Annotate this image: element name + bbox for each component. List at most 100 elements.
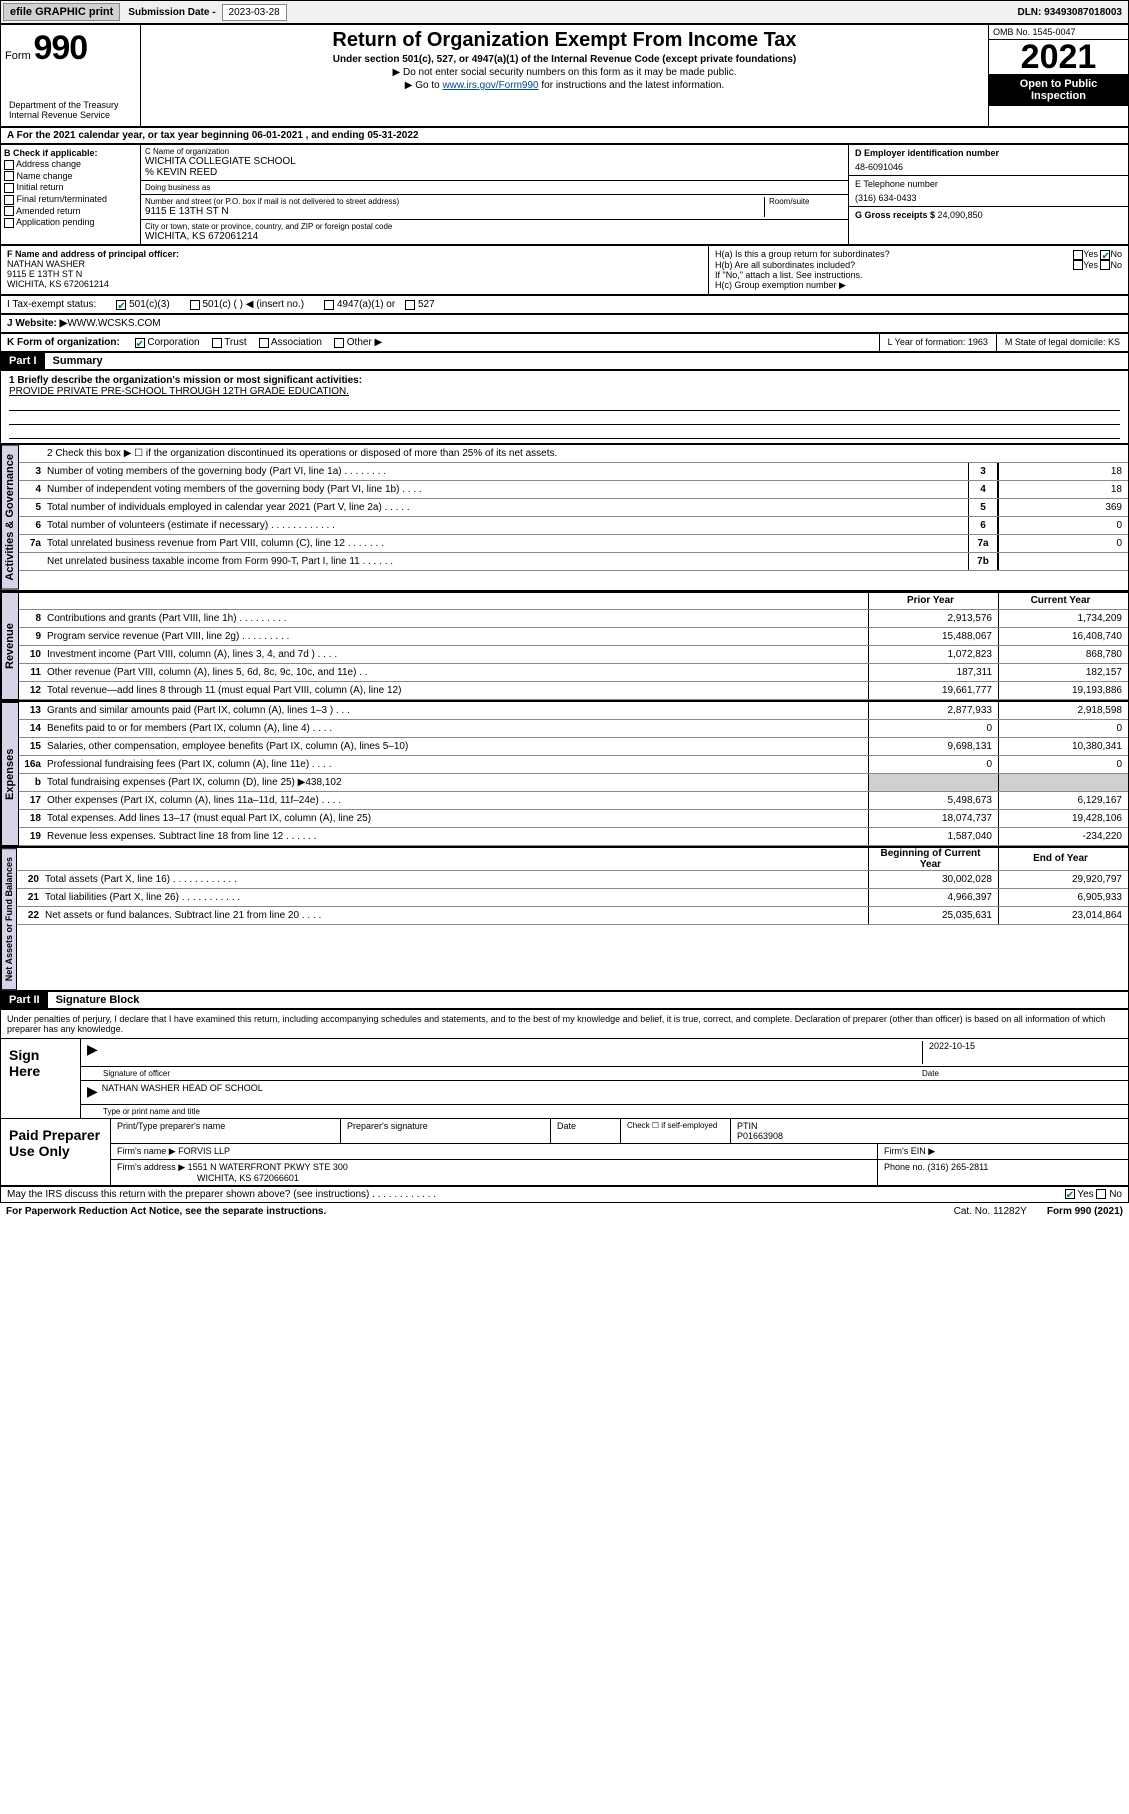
prior-value bbox=[868, 774, 998, 791]
officer-name-title: NATHAN WASHER HEAD OF SCHOOL bbox=[102, 1083, 1122, 1102]
preparer-name-hdr: Print/Type preparer's name bbox=[111, 1119, 341, 1143]
prior-value: 25,035,631 bbox=[868, 907, 998, 924]
street-label: Number and street (or P.O. box if mail i… bbox=[145, 197, 764, 206]
current-value: 29,920,797 bbox=[998, 871, 1128, 888]
discuss-yes-checkbox[interactable] bbox=[1065, 1189, 1075, 1199]
rowk-checkbox[interactable] bbox=[212, 338, 222, 348]
website-label: J Website: ▶ bbox=[7, 318, 67, 329]
row-k: K Form of organization: Corporation Trus… bbox=[0, 333, 1129, 352]
current-value: 6,905,933 bbox=[998, 889, 1128, 906]
firm-addr2: WICHITA, KS 672066601 bbox=[197, 1173, 871, 1183]
section-revenue: Revenue bbox=[1, 592, 19, 700]
current-value: 16,408,740 bbox=[998, 628, 1128, 645]
row-i: I Tax-exempt status: 501(c)(3) 501(c) ( … bbox=[0, 295, 1129, 314]
top-bar: efile GRAPHIC print Submission Date - 20… bbox=[0, 0, 1129, 24]
hb-no-checkbox[interactable] bbox=[1100, 260, 1110, 270]
summary-line: Total expenses. Add lines 13–17 (must eq… bbox=[47, 811, 868, 826]
form-header: Form 990 Department of the Treasury Inte… bbox=[0, 24, 1129, 127]
hb-note: If "No," attach a list. See instructions… bbox=[715, 270, 1122, 280]
colb-checkbox[interactable] bbox=[4, 218, 14, 228]
4947-checkbox[interactable] bbox=[324, 300, 334, 310]
current-value: 182,157 bbox=[998, 664, 1128, 681]
cat-number: Cat. No. 11282Y bbox=[934, 1206, 1047, 1217]
prior-value: 18,074,737 bbox=[868, 810, 998, 827]
col-b-label: B Check if applicable: bbox=[4, 148, 137, 158]
row-a-taxyear: A For the 2021 calendar year, or tax yea… bbox=[0, 127, 1129, 144]
form-title: Return of Organization Exempt From Incom… bbox=[145, 29, 984, 52]
527-checkbox[interactable] bbox=[405, 300, 415, 310]
prior-value: 2,913,576 bbox=[868, 610, 998, 627]
tax-status-label: I Tax-exempt status: bbox=[7, 299, 96, 310]
irs-link[interactable]: www.irs.gov/Form990 bbox=[442, 80, 538, 91]
501c3-checkbox[interactable] bbox=[116, 300, 126, 310]
efile-button[interactable]: efile GRAPHIC print bbox=[3, 3, 120, 21]
self-employed-hdr: Check ☐ if self-employed bbox=[621, 1119, 731, 1143]
summary-line: Professional fundraising fees (Part IX, … bbox=[47, 757, 868, 772]
form-org-label: K Form of organization: bbox=[7, 337, 120, 348]
current-value: 0 bbox=[998, 756, 1128, 773]
rowk-checkbox[interactable] bbox=[334, 338, 344, 348]
current-value: 10,380,341 bbox=[998, 738, 1128, 755]
preparer-date-hdr: Date bbox=[551, 1119, 621, 1143]
section-governance: Activities & Governance bbox=[1, 445, 19, 590]
firm-addr-label: Firm's address ▶ bbox=[117, 1162, 188, 1172]
summary-line: Total revenue—add lines 8 through 11 (mu… bbox=[47, 683, 868, 698]
summary-line: Salaries, other compensation, employee b… bbox=[47, 739, 868, 754]
summary-line: Total assets (Part X, line 16) . . . . .… bbox=[45, 872, 868, 887]
colb-checkbox[interactable] bbox=[4, 171, 14, 181]
gross-label: G Gross receipts $ bbox=[855, 210, 938, 220]
city: WICHITA, KS 672061214 bbox=[145, 231, 844, 242]
sig-officer-label: Signature of officer bbox=[103, 1069, 170, 1078]
current-year-header: Current Year bbox=[998, 593, 1128, 609]
ssn-note: ▶ Do not enter social security numbers o… bbox=[145, 67, 984, 78]
room-label: Room/suite bbox=[769, 197, 844, 206]
hb-yes-checkbox[interactable] bbox=[1073, 260, 1083, 270]
line-box: 7b bbox=[968, 553, 998, 570]
part-2-label: Part II bbox=[1, 992, 48, 1008]
form-ref: Form 990 (2021) bbox=[1047, 1206, 1123, 1217]
line-box: 5 bbox=[968, 499, 998, 516]
line-box: 4 bbox=[968, 481, 998, 498]
current-value: -234,220 bbox=[998, 828, 1128, 845]
firm-addr1: 1551 N WATERFRONT PKWY STE 300 bbox=[188, 1162, 348, 1172]
current-value: 6,129,167 bbox=[998, 792, 1128, 809]
prior-value: 187,311 bbox=[868, 664, 998, 681]
ha-no-checkbox[interactable] bbox=[1100, 250, 1110, 260]
section-netassets: Net Assets or Fund Balances bbox=[1, 848, 17, 990]
colb-checkbox[interactable] bbox=[4, 195, 14, 205]
dln: DLN: 93493087018003 bbox=[1017, 7, 1128, 18]
prior-year-header: Prior Year bbox=[868, 593, 998, 609]
line-2: 2 Check this box ▶ ☐ if the organization… bbox=[47, 446, 1128, 461]
org-name-label: C Name of organization bbox=[145, 147, 844, 156]
perjury-statement: Under penalties of perjury, I declare th… bbox=[1, 1010, 1128, 1039]
line-box: 6 bbox=[968, 517, 998, 534]
summary-line: Grants and similar amounts paid (Part IX… bbox=[47, 703, 868, 718]
summary-line: Other revenue (Part VIII, column (A), li… bbox=[47, 665, 868, 680]
hb-label: H(b) Are all subordinates included? bbox=[715, 260, 1073, 271]
year-formation: 1963 bbox=[968, 337, 988, 347]
discuss-no-checkbox[interactable] bbox=[1096, 1189, 1106, 1199]
hc-label: H(c) Group exemption number ▶ bbox=[715, 280, 1122, 291]
colb-checkbox[interactable] bbox=[4, 160, 14, 170]
501c-checkbox[interactable] bbox=[190, 300, 200, 310]
current-value: 868,780 bbox=[998, 646, 1128, 663]
gross-receipts: 24,090,850 bbox=[938, 210, 983, 220]
ha-yes-checkbox[interactable] bbox=[1073, 250, 1083, 260]
current-value: 19,193,886 bbox=[998, 682, 1128, 699]
current-value: 19,428,106 bbox=[998, 810, 1128, 827]
open-inspection: Open to Public Inspection bbox=[989, 74, 1128, 106]
prior-value: 15,488,067 bbox=[868, 628, 998, 645]
summary-line: Program service revenue (Part VIII, line… bbox=[47, 629, 868, 644]
org-name: WICHITA COLLEGIATE SCHOOL bbox=[145, 156, 844, 167]
line-value bbox=[998, 553, 1128, 570]
colb-checkbox[interactable] bbox=[4, 206, 14, 216]
form-subtitle: Under section 501(c), 527, or 4947(a)(1)… bbox=[145, 54, 984, 65]
form-label: Form bbox=[5, 50, 31, 62]
summary-line: Number of independent voting members of … bbox=[47, 482, 968, 497]
rowk-checkbox[interactable] bbox=[259, 338, 269, 348]
summary-line: Total number of volunteers (estimate if … bbox=[47, 518, 968, 533]
colb-checkbox[interactable] bbox=[4, 183, 14, 193]
summary-line: Contributions and grants (Part VIII, lin… bbox=[47, 611, 868, 626]
current-value bbox=[998, 774, 1128, 791]
rowk-checkbox[interactable] bbox=[135, 338, 145, 348]
